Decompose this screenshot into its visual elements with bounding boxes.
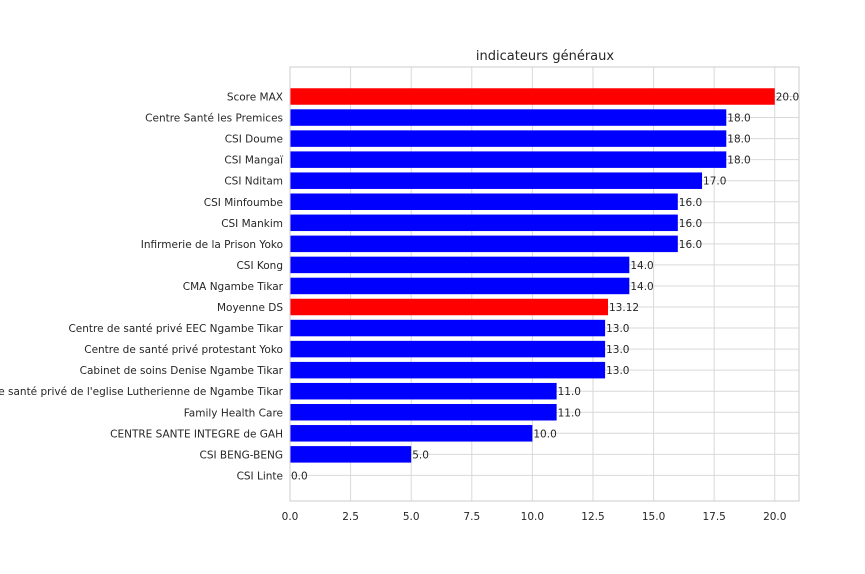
data-label: 16.0 [679,197,702,209]
category-label: CSI Doume [225,134,283,146]
data-label: 5.0 [412,449,429,461]
x-tick-label: 10.0 [521,511,544,523]
x-tick-label: 12.5 [581,511,604,523]
bars [290,88,775,463]
category-label: CSI BENG-BENG [199,449,283,461]
bar [290,256,630,274]
category-label: Centre de santé privé de l'eglise Luther… [0,386,284,398]
data-label: 20.0 [776,92,799,104]
category-label: CSI Minfoumbe [204,197,283,209]
bar [290,404,557,421]
data-label: 14.0 [630,260,653,272]
x-tick-label: 15.0 [642,511,665,523]
bar [290,298,609,316]
category-label: CSI Kong [236,260,283,272]
data-label: 18.0 [727,113,750,125]
category-label: Centre Santé les Premices [145,113,283,125]
bar [290,382,557,400]
category-label: Centre de santé privé protestant Yoko [84,344,283,356]
category-label: CSI Linte [237,470,283,482]
x-tick-label: 2.5 [342,511,359,523]
bar [290,277,630,295]
bar [290,214,678,232]
bar [290,340,606,358]
data-label: 13.0 [606,365,629,377]
category-label: Family Health Care [184,407,283,419]
data-label: 14.0 [630,281,653,293]
data-label: 0.0 [291,470,308,482]
bar [290,361,606,379]
plot-frame [289,66,800,502]
chart-title: indicateurs généraux [476,49,614,64]
x-tick-label: 5.0 [403,511,420,523]
bar [290,172,703,189]
bar [290,319,606,337]
category-label: CENTRE SANTE INTEGRE de GAH [110,428,283,440]
category-label: Cabinet de soins Denise Ngambe Tikar [80,365,284,377]
x-tick-label: 7.5 [463,511,480,523]
x-tick-label: 17.5 [702,511,725,523]
data-label: 17.0 [703,176,726,188]
data-label: 16.0 [679,239,702,251]
bar [290,235,678,253]
bar [290,425,533,442]
data-label: 11.0 [558,386,581,398]
data-label: 13.0 [606,344,629,356]
bar [290,151,727,168]
category-label: CMA Ngambe Tikar [183,281,284,293]
category-label: CSI Mankim [221,218,283,230]
category-label: Centre de santé privé EEC Ngambe Tikar [68,323,283,335]
bar [290,446,412,463]
bar [290,109,727,126]
bar [290,88,775,105]
data-label: 13.0 [606,323,629,335]
bar [290,130,727,147]
x-tick-label: 20.0 [763,511,786,523]
bar [290,193,678,210]
category-label: CSI Mangaï [224,155,283,167]
data-label: 13.12 [609,302,639,314]
data-label: 11.0 [558,407,581,419]
category-label: CSI Nditam [224,176,283,188]
labels: 0.0 2.5 5.0 7.5 10.0 12.5 15.0 17.5 20.0 Score MA… [0,92,799,524]
data-label: 18.0 [727,134,750,146]
data-label: 16.0 [679,218,702,230]
category-label: Score MAX [227,92,283,104]
category-label: Infirmerie de la Prison Yoko [141,239,283,251]
category-label: Moyenne DS [217,302,283,314]
x-tick-label: 0.0 [282,511,299,523]
data-label: 18.0 [727,155,750,167]
data-label: 10.0 [533,428,556,440]
